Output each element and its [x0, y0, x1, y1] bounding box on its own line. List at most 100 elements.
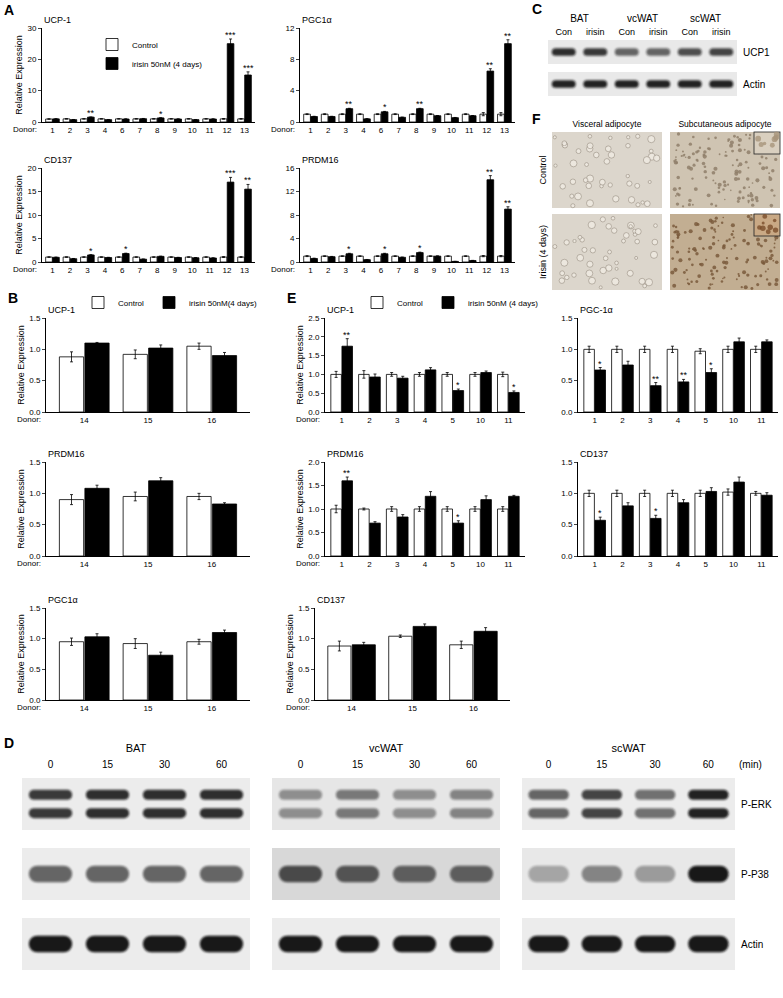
svg-text:F: F	[532, 111, 541, 127]
svg-text:1.5: 1.5	[561, 314, 573, 323]
svg-text:**: **	[345, 99, 353, 109]
svg-text:0.0: 0.0	[29, 408, 41, 417]
svg-text:3: 3	[344, 266, 349, 275]
svg-text:12: 12	[285, 24, 294, 33]
svg-text:UCP-1: UCP-1	[327, 305, 354, 315]
svg-text:1.5: 1.5	[561, 458, 573, 467]
svg-text:*: *	[124, 244, 128, 254]
svg-text:1: 1	[339, 416, 344, 425]
svg-text:0.0: 0.0	[29, 696, 41, 705]
svg-text:5: 5	[704, 560, 709, 569]
svg-text:2: 2	[367, 560, 372, 569]
svg-text:Relative Expression: Relative Expression	[16, 325, 26, 405]
svg-text:Donor:: Donor:	[13, 265, 37, 274]
svg-text:**: **	[343, 330, 351, 340]
svg-text:14: 14	[347, 704, 356, 713]
svg-text:1.0: 1.0	[29, 345, 41, 354]
svg-text:11: 11	[465, 266, 474, 275]
svg-text:*: *	[89, 246, 93, 256]
svg-text:A: A	[4, 2, 14, 18]
svg-text:16: 16	[285, 164, 294, 173]
svg-text:irisin 50nM (4 days): irisin 50nM (4 days)	[132, 60, 202, 69]
svg-text:Subcutaneous adipocyte: Subcutaneous adipocyte	[678, 119, 771, 129]
svg-text:irisin 50nM(4 days): irisin 50nM(4 days)	[189, 299, 257, 308]
svg-text:***: ***	[243, 63, 254, 73]
svg-text:9: 9	[172, 126, 177, 135]
svg-text:Actin: Actin	[741, 939, 763, 950]
svg-text:6: 6	[379, 126, 384, 135]
svg-text:30: 30	[27, 24, 36, 33]
svg-text:(min): (min)	[739, 759, 762, 770]
svg-text:10: 10	[476, 560, 485, 569]
svg-text:Donor:: Donor:	[296, 559, 320, 568]
svg-text:0.0: 0.0	[29, 552, 41, 561]
svg-text:4: 4	[290, 86, 295, 95]
svg-text:2: 2	[68, 266, 73, 275]
svg-text:0.5: 0.5	[298, 665, 310, 674]
svg-text:Donor:: Donor:	[271, 265, 295, 274]
svg-text:8: 8	[155, 126, 160, 135]
svg-text:**: **	[652, 374, 660, 384]
svg-text:2: 2	[326, 126, 331, 135]
svg-text:P-ERK: P-ERK	[741, 799, 772, 810]
svg-text:B: B	[8, 290, 18, 306]
svg-text:13: 13	[500, 266, 509, 275]
svg-text:0.5: 0.5	[29, 520, 41, 529]
svg-text:**: **	[680, 370, 688, 380]
svg-text:3: 3	[648, 560, 653, 569]
svg-text:CD137: CD137	[580, 449, 608, 459]
svg-text:Donor:: Donor:	[13, 125, 37, 134]
svg-text:PRDM16: PRDM16	[327, 449, 364, 459]
svg-text:UCP-1: UCP-1	[44, 15, 71, 25]
svg-text:Relative Expression: Relative Expression	[16, 469, 26, 549]
svg-text:5: 5	[451, 416, 456, 425]
svg-text:8: 8	[414, 266, 419, 275]
svg-text:Irisin (4 days): Irisin (4 days)	[538, 225, 548, 279]
svg-text:11: 11	[205, 266, 214, 275]
svg-text:2: 2	[620, 560, 625, 569]
svg-text:scWAT: scWAT	[611, 742, 645, 754]
svg-text:7: 7	[396, 266, 401, 275]
svg-text:15: 15	[144, 416, 153, 425]
svg-text:10: 10	[27, 86, 36, 95]
svg-text:Relative Expression: Relative Expression	[285, 614, 295, 694]
svg-text:8: 8	[155, 266, 160, 275]
svg-text:Relative Expression: Relative Expression	[295, 469, 305, 549]
svg-text:Donor:: Donor:	[271, 125, 295, 134]
svg-text:PGC-1α: PGC-1α	[580, 305, 613, 315]
svg-text:1.0: 1.0	[29, 489, 41, 498]
svg-text:6: 6	[120, 126, 125, 135]
svg-text:Visceral adipocyte: Visceral adipocyte	[573, 119, 642, 129]
svg-text:1.5: 1.5	[308, 481, 320, 490]
svg-text:D: D	[4, 735, 14, 751]
svg-text:0.5: 0.5	[561, 520, 573, 529]
svg-text:vcWAT: vcWAT	[369, 742, 403, 754]
svg-text:1.5: 1.5	[29, 314, 41, 323]
svg-text:0.5: 0.5	[29, 376, 41, 385]
svg-text:14: 14	[80, 560, 89, 569]
svg-text:Donor:: Donor:	[17, 415, 41, 424]
svg-text:11: 11	[504, 416, 513, 425]
svg-text:1.0: 1.0	[561, 489, 573, 498]
svg-text:11: 11	[757, 416, 766, 425]
svg-text:4: 4	[676, 416, 681, 425]
svg-text:16: 16	[207, 560, 216, 569]
svg-text:1: 1	[308, 126, 313, 135]
svg-text:PGC1α: PGC1α	[302, 15, 332, 25]
svg-text:0: 0	[298, 759, 304, 770]
svg-text:Control: Control	[118, 299, 144, 308]
svg-text:4: 4	[423, 416, 428, 425]
svg-text:3: 3	[85, 266, 90, 275]
svg-text:60: 60	[703, 759, 715, 770]
svg-text:4: 4	[361, 266, 366, 275]
svg-text:0: 0	[32, 258, 37, 267]
svg-text:2.5: 2.5	[308, 314, 320, 323]
svg-text:15: 15	[102, 759, 114, 770]
svg-text:6: 6	[120, 266, 125, 275]
svg-text:10: 10	[476, 416, 485, 425]
svg-text:0.0: 0.0	[308, 552, 320, 561]
svg-text:**: **	[244, 175, 252, 185]
svg-text:15: 15	[144, 704, 153, 713]
svg-text:10: 10	[27, 211, 36, 220]
svg-text:8: 8	[414, 126, 419, 135]
